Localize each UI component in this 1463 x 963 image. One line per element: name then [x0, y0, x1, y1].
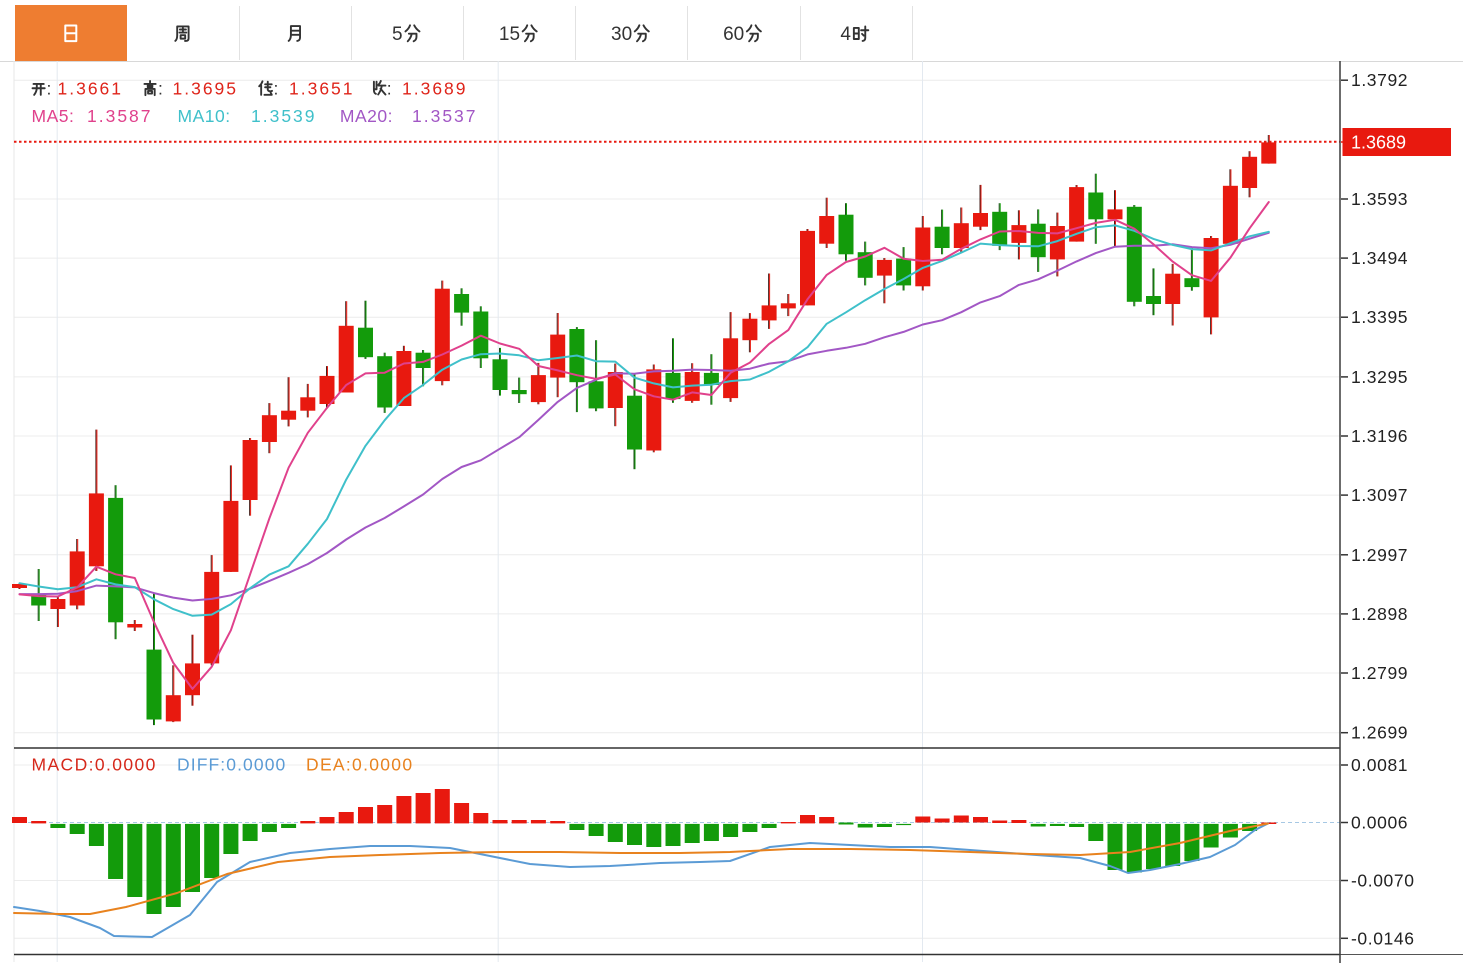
- svg-text:1.3395: 1.3395: [1351, 307, 1408, 327]
- svg-text:DIFF:0.0000: DIFF:0.0000: [177, 755, 286, 775]
- svg-text:60: 60: [723, 24, 744, 45]
- svg-text::: :: [274, 79, 279, 99]
- svg-text:1.3587: 1.3587: [87, 106, 153, 126]
- svg-text::: :: [387, 79, 392, 99]
- svg-text:0.0081: 0.0081: [1351, 755, 1408, 775]
- svg-text::: :: [158, 79, 163, 99]
- svg-text:1.3097: 1.3097: [1351, 485, 1408, 505]
- svg-text:1.3695: 1.3695: [173, 79, 239, 99]
- svg-text:1.3661: 1.3661: [58, 79, 124, 99]
- svg-text:1.2799: 1.2799: [1351, 663, 1408, 683]
- svg-text:1.2699: 1.2699: [1351, 723, 1408, 743]
- svg-text:30: 30: [611, 24, 632, 45]
- svg-text:MA5:: MA5:: [32, 106, 75, 126]
- svg-text:1.3689: 1.3689: [1351, 133, 1406, 153]
- svg-text:-0.0146: -0.0146: [1351, 928, 1415, 948]
- svg-text:1.3539: 1.3539: [251, 106, 317, 126]
- svg-text:DEA:0.0000: DEA:0.0000: [306, 755, 413, 775]
- svg-text:1.3792: 1.3792: [1351, 70, 1408, 90]
- svg-text:1.2898: 1.2898: [1351, 604, 1408, 624]
- svg-text:MA10:: MA10:: [178, 106, 231, 126]
- svg-text:5: 5: [392, 24, 403, 45]
- svg-text:1.3689: 1.3689: [402, 79, 468, 99]
- svg-text:1.3295: 1.3295: [1351, 367, 1408, 387]
- svg-text:1.3494: 1.3494: [1351, 248, 1408, 268]
- svg-text:0.0006: 0.0006: [1351, 813, 1408, 833]
- svg-text:1.3196: 1.3196: [1351, 426, 1408, 446]
- svg-text::: :: [47, 79, 52, 99]
- svg-text:MA20:: MA20:: [340, 106, 393, 126]
- svg-text:15: 15: [499, 24, 520, 45]
- svg-text:1.3593: 1.3593: [1351, 189, 1408, 209]
- svg-text:-0.0070: -0.0070: [1351, 871, 1415, 891]
- svg-text:MACD:0.0000: MACD:0.0000: [32, 755, 157, 775]
- svg-text:4: 4: [840, 24, 851, 45]
- svg-text:1.2997: 1.2997: [1351, 545, 1408, 565]
- svg-text:1.3537: 1.3537: [412, 106, 478, 126]
- svg-text:1.3651: 1.3651: [289, 79, 355, 99]
